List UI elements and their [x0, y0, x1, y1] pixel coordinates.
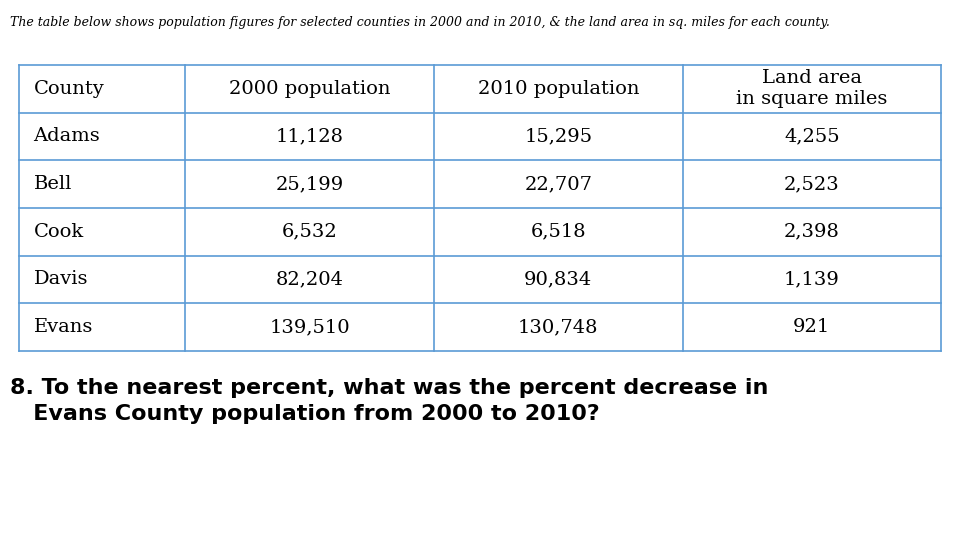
Text: 4,255: 4,255 — [784, 127, 840, 145]
Text: The table below shows population figures for selected counties in 2000 and in 20: The table below shows population figures… — [10, 16, 829, 29]
Text: Adams: Adams — [34, 127, 101, 145]
Text: 90,834: 90,834 — [524, 271, 592, 288]
Text: 6,518: 6,518 — [531, 222, 587, 241]
Text: County: County — [34, 80, 105, 98]
Text: 8. To the nearest percent, what was the percent decrease in
   Evans County popu: 8. To the nearest percent, what was the … — [10, 378, 768, 424]
Text: 15,295: 15,295 — [524, 127, 592, 145]
Text: Cook: Cook — [34, 222, 84, 241]
Text: Bell: Bell — [34, 175, 72, 193]
Text: 2,523: 2,523 — [784, 175, 840, 193]
Text: 2010 population: 2010 population — [477, 80, 639, 98]
Text: 2000 population: 2000 population — [228, 80, 391, 98]
Text: 921: 921 — [793, 318, 830, 336]
Text: 22,707: 22,707 — [524, 175, 592, 193]
Text: 82,204: 82,204 — [276, 271, 344, 288]
Text: 11,128: 11,128 — [276, 127, 344, 145]
Text: 2,398: 2,398 — [783, 222, 840, 241]
Text: 139,510: 139,510 — [269, 318, 349, 336]
Text: 25,199: 25,199 — [276, 175, 344, 193]
Text: Davis: Davis — [34, 271, 88, 288]
Text: 1,139: 1,139 — [783, 271, 840, 288]
Text: 6,532: 6,532 — [281, 222, 337, 241]
Text: Land area
in square miles: Land area in square miles — [736, 69, 887, 108]
Text: 130,748: 130,748 — [518, 318, 599, 336]
Text: Evans: Evans — [34, 318, 93, 336]
